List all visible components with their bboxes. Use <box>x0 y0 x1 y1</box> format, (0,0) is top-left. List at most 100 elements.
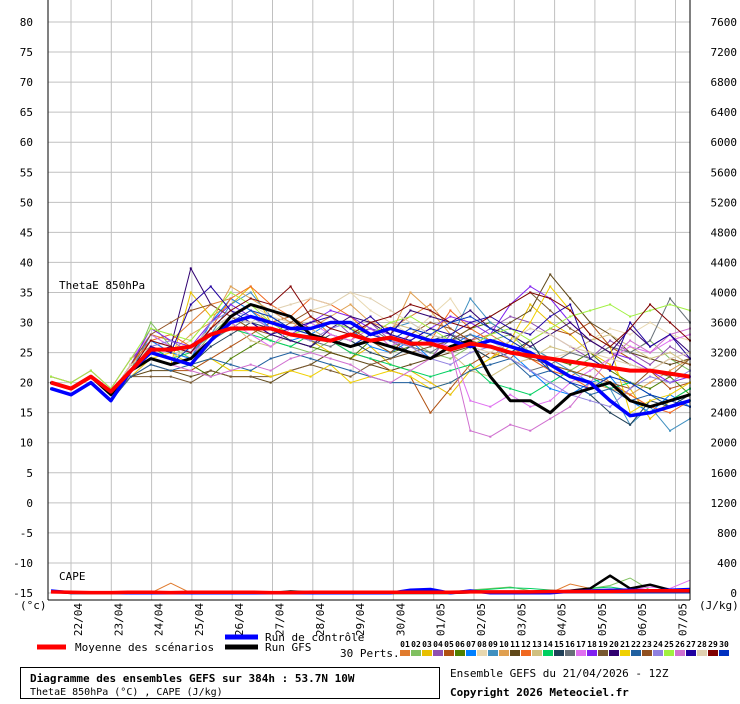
perturbation-11-point <box>409 363 412 366</box>
perturbation-legend-number: 18 <box>587 640 597 649</box>
perturbation-20-point <box>589 339 592 342</box>
perturbation-29-point <box>409 303 412 306</box>
perturbation-01-point <box>189 321 192 324</box>
perturbation-legend-swatch <box>532 650 542 656</box>
perturbation-26-point <box>649 351 652 354</box>
perturbation-30-point <box>249 309 252 312</box>
perturbation-19-point <box>569 327 572 330</box>
perturbation-23-point <box>429 321 432 324</box>
y-tick-label-right: 5200 <box>711 196 738 209</box>
y-tick-label-right: 1600 <box>711 467 738 480</box>
perturbation-23-point <box>149 333 152 336</box>
perturbation-legend-number: 04 <box>433 640 443 649</box>
perturbation-30-point <box>489 327 492 330</box>
perturbation-30-point <box>569 381 572 384</box>
perturbation-07-point <box>369 345 372 348</box>
perturbation-legend-swatch <box>620 650 630 656</box>
perturbation-30-point <box>409 327 412 330</box>
perturbation-17-point <box>329 333 332 336</box>
perturbation-24-point <box>529 369 532 372</box>
perturbation-04-point <box>609 339 612 342</box>
perturbation-26-point <box>469 429 472 432</box>
cape-panel-label: CAPE <box>59 570 86 583</box>
perturbation-25-point <box>149 327 152 330</box>
perturbation-27-point <box>269 333 272 336</box>
perturbation-11-point <box>349 357 352 360</box>
perturbation-25-point <box>389 321 392 324</box>
perturbation-29-point <box>629 327 632 330</box>
perturbation-28-point <box>489 351 492 354</box>
y-tick-label-left: -10 <box>13 557 33 570</box>
perturbation-26-point <box>489 435 492 438</box>
y-tick-label-left: 70 <box>20 76 33 89</box>
perturbation-24-point <box>589 399 592 402</box>
perturbation-23-point <box>309 309 312 312</box>
perturbation-30-point <box>469 315 472 318</box>
perturbation-24-point <box>669 381 672 384</box>
mean-cape-line <box>50 588 690 595</box>
perturbation-22-point <box>489 363 492 366</box>
left-unit-label: (°c) <box>20 599 47 612</box>
x-tick-label: 30/04 <box>394 603 407 636</box>
x-tick-label: 02/05 <box>475 603 488 636</box>
perturbation-legend-number: 05 <box>444 640 454 649</box>
x-tick-label: 26/04 <box>233 603 246 636</box>
perturbation-17-point <box>269 345 272 348</box>
y-tick-label-right: 7200 <box>711 46 738 59</box>
perturbation-20-point <box>529 345 532 348</box>
run-info: Ensemble GEFS du 21/04/2026 - 12Z <box>450 667 669 680</box>
perturbation-legend-number: 16 <box>565 640 575 649</box>
perturbation-02-point <box>149 321 152 324</box>
y-tick-label-left: 25 <box>20 347 33 360</box>
y-tick-label-left: 35 <box>20 286 33 299</box>
perturbation-29-point <box>509 303 512 306</box>
perturbation-28-point <box>589 351 592 354</box>
perturbation-29-point <box>569 309 572 312</box>
y-tick-label-left: 20 <box>20 377 33 390</box>
perturbation-20-point <box>609 351 612 354</box>
copyright: Copyright 2026 Meteociel.fr <box>450 686 629 699</box>
perturbation-15-point <box>609 411 612 414</box>
perturbation-29-point <box>329 327 332 330</box>
perturbation-09-point <box>469 297 472 300</box>
perturbation-27-point <box>469 321 472 324</box>
perturbation-30-point <box>649 393 652 396</box>
perturbation-29-point <box>289 285 292 288</box>
perturbation-10-point <box>649 381 652 384</box>
perturbation-24-point <box>449 363 452 366</box>
perturbation-14-point <box>509 387 512 390</box>
perturbation-29-point <box>489 315 492 318</box>
perturbation-legend-number: 22 <box>631 640 641 649</box>
perturbation-22-point <box>149 363 152 366</box>
perturbation-29-point <box>209 327 212 330</box>
x-tick-label: 05/05 <box>596 603 609 636</box>
perturbation-17-point <box>669 339 672 342</box>
perturbation-10-point <box>669 369 672 372</box>
perturbation-18-point <box>629 357 632 360</box>
perturbation-27-point <box>449 333 452 336</box>
perturbation-19-point <box>429 345 432 348</box>
perturbation-23-point <box>449 327 452 330</box>
y-tick-label-right: 5600 <box>711 166 738 179</box>
perturbation-25-point <box>229 291 232 294</box>
y-tick-label-right: 6800 <box>711 76 738 89</box>
perturbation-12-point <box>249 285 252 288</box>
perturbation-25-point <box>489 333 492 336</box>
perturbation-legend-number: 23 <box>642 640 652 649</box>
perturbation-10-point <box>409 291 412 294</box>
perturbation-legend-number: 07 <box>466 640 476 649</box>
y-tick-label-left: 80 <box>20 16 33 29</box>
perturbation-28-point <box>389 309 392 312</box>
y-tick-label-left: -5 <box>20 527 33 540</box>
perturbation-20-point <box>469 309 472 312</box>
perturbation-26-point <box>569 405 572 408</box>
y-tick-label-left: 50 <box>20 196 33 209</box>
perturbation-13-point <box>449 351 452 354</box>
perturbation-27-point <box>309 321 312 324</box>
perturbation-24-point <box>549 381 552 384</box>
thetae-panel-label: ThetaE 850hPa <box>59 279 145 292</box>
perturbation-22-point <box>429 387 432 390</box>
perturbation-legend-swatch <box>631 650 641 656</box>
perturbation-30-point <box>549 369 552 372</box>
perturbation-19-point <box>209 369 212 372</box>
